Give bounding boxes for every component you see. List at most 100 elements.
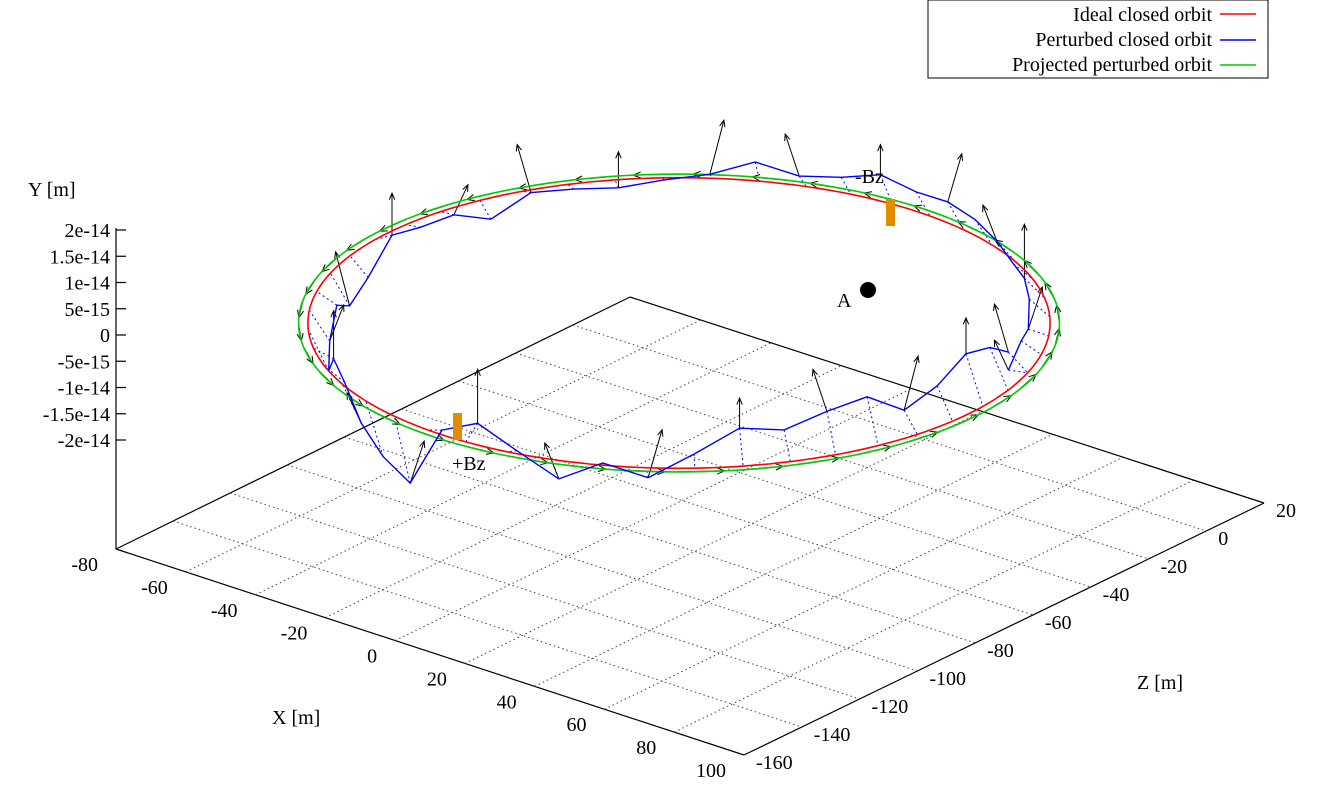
projected-perturbed-orbit	[297, 173, 1061, 473]
arrow-shaft	[1027, 286, 1043, 330]
grid-line-x	[325, 365, 842, 619]
kick-arrow	[993, 338, 1009, 371]
drop-line	[349, 255, 369, 278]
grid-line-z	[230, 492, 860, 700]
drop-line	[394, 416, 411, 484]
grid-line-x	[743, 502, 1265, 756]
z-tick-label: -120	[872, 696, 909, 718]
arrow-head	[474, 368, 481, 376]
annotation-minus-bz: -Bz	[855, 166, 884, 188]
x-tick-label: 100	[696, 760, 726, 782]
grid-line-x	[255, 342, 772, 596]
kick-arrow	[877, 143, 884, 175]
arrow-head	[913, 354, 920, 364]
drop-line	[1008, 369, 1028, 374]
point-a-marker	[860, 282, 876, 298]
grid-line-x	[394, 388, 912, 642]
z-axis-label: Z [m]	[1137, 672, 1183, 694]
grid-line-z	[401, 408, 1034, 616]
z-tick-label: -100	[929, 668, 966, 690]
arrow-shaft	[516, 144, 532, 193]
grid-line-x	[534, 433, 1053, 687]
drop-line	[440, 211, 455, 216]
annotation-point-a: A	[837, 290, 852, 312]
arrow-head	[784, 132, 791, 142]
legend-label-projected: Projected perturbed orbit	[1012, 54, 1212, 76]
kick-arrow	[474, 368, 481, 424]
kick-arrow	[453, 183, 469, 216]
drop-line	[903, 409, 918, 435]
arrow-shaft	[947, 153, 963, 203]
grid-line-z	[629, 296, 1265, 504]
arrow-head	[993, 338, 1000, 348]
kick-arrow	[388, 191, 396, 236]
drop-line	[567, 184, 575, 190]
z-tick-label: -20	[1160, 556, 1187, 578]
legend: Ideal closed orbit Perturbed closed orbi…	[927, 0, 1269, 79]
kick-arrow	[329, 303, 345, 342]
kicker-minus-bz	[886, 199, 895, 226]
kick-arrow	[409, 439, 426, 484]
z-axis-ticks: -160 -140 -120 -100 -80 -60 -40 -20 0 20	[756, 500, 1296, 774]
arrow-shaft	[647, 429, 663, 478]
ideal-closed-orbit	[307, 176, 1051, 470]
grid-line-x	[604, 456, 1124, 710]
grid-line-z	[458, 380, 1091, 588]
arrow-shaft	[982, 204, 998, 242]
legend-label-perturbed: Perturbed closed orbit	[1035, 29, 1212, 51]
x-tick-label: 80	[636, 737, 656, 759]
x-tick-label: -20	[281, 623, 308, 645]
arrow-shaft	[903, 356, 919, 411]
x-tick-label: 60	[566, 714, 586, 736]
arrow-shaft	[993, 339, 1009, 371]
kick-arrow	[334, 250, 351, 307]
grid-line-z	[515, 352, 1149, 560]
kick-arrow	[709, 119, 726, 175]
drop-line	[645, 467, 649, 478]
arrow-head	[877, 143, 884, 152]
x-tick-label: 40	[497, 691, 517, 713]
grid-line-z	[115, 548, 745, 756]
y-tick-label: -5e-15	[58, 351, 110, 373]
kicker-plus-bz	[453, 413, 462, 440]
z-tick-label: -160	[756, 752, 793, 774]
z-tick-label: -80	[987, 640, 1014, 662]
z-tick-label: -60	[1045, 612, 1072, 634]
drop-line	[479, 200, 492, 220]
perturbed-closed-orbit	[328, 161, 1031, 485]
drop-line	[989, 347, 1009, 391]
arrow-head	[1037, 285, 1044, 295]
arrow-head	[736, 396, 743, 405]
y-tick-label: -1e-14	[58, 378, 110, 400]
x-tick-label: -80	[71, 554, 98, 576]
y-tick-label: -1.5e-14	[43, 404, 110, 426]
grid-line-z	[572, 324, 1207, 532]
arrow-head	[962, 316, 970, 325]
arrow-shaft	[335, 251, 351, 307]
drop-line	[465, 423, 479, 443]
y-tick-label: 5e-15	[64, 299, 110, 321]
x-tick-label: -40	[211, 600, 238, 622]
y-tick-label: 1e-14	[64, 273, 110, 295]
arrow-shaft	[329, 304, 345, 342]
arrow-head	[982, 203, 989, 213]
x-tick-label: 0	[367, 646, 377, 668]
arrow-head	[615, 150, 622, 159]
arrow-head	[993, 302, 1000, 312]
kick-arrow	[811, 368, 828, 412]
arrow-head	[388, 191, 396, 200]
drop-line	[974, 219, 993, 246]
grid-line-x	[464, 410, 983, 664]
drop-line	[405, 224, 421, 228]
drop-line	[522, 190, 532, 194]
drop-line	[313, 347, 334, 360]
drop-line	[826, 411, 836, 455]
grid-line-x	[185, 319, 701, 573]
floor-grid	[115, 296, 1265, 756]
kick-arrow	[736, 396, 743, 429]
x-axis-label: X [m]	[272, 707, 320, 729]
arrow-head	[657, 428, 664, 437]
drop-line	[308, 309, 331, 342]
kick-arrow	[962, 316, 970, 354]
